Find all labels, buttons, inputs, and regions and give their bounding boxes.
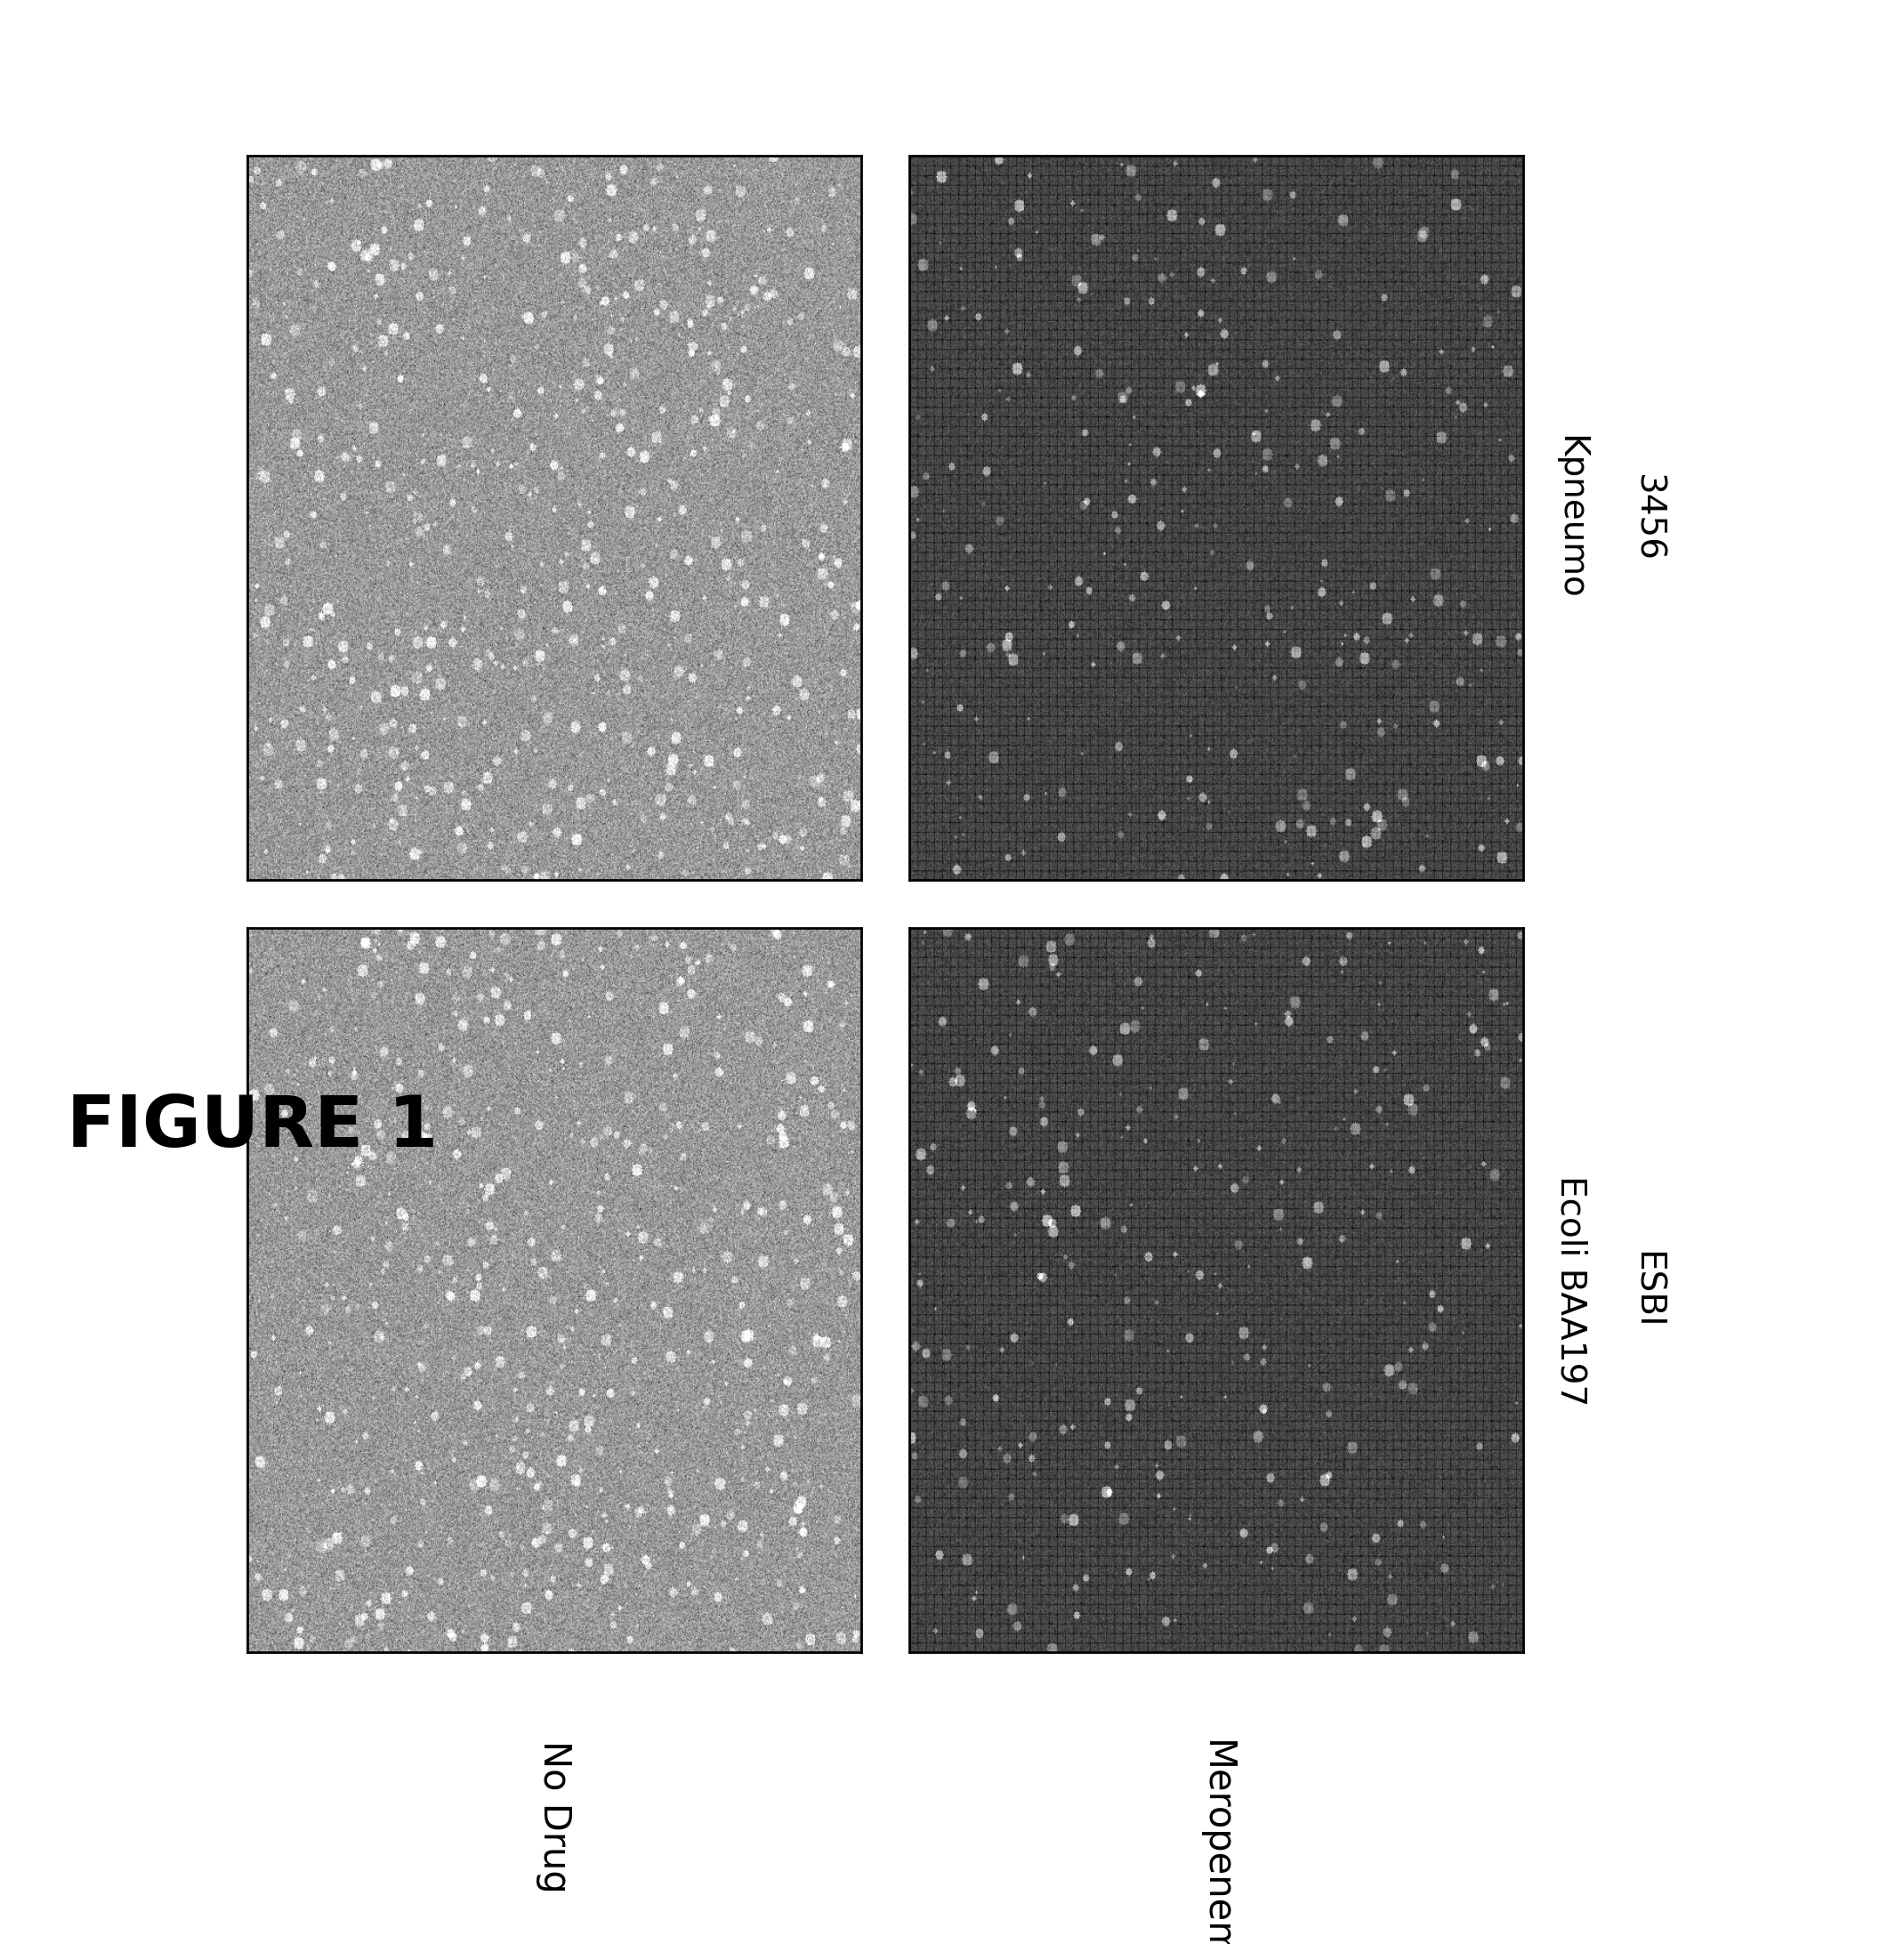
- Text: 3456: 3456: [1630, 474, 1664, 562]
- Text: Meropenem: Meropenem: [1198, 1740, 1236, 1944]
- Text: ESBI: ESBI: [1630, 1252, 1664, 1330]
- Text: Kpneumo: Kpneumo: [1554, 435, 1588, 601]
- Text: FIGURE 1: FIGURE 1: [67, 1093, 438, 1163]
- Text: No Drug: No Drug: [535, 1740, 573, 1893]
- Text: Ecoli BAA197: Ecoli BAA197: [1554, 1174, 1588, 1406]
